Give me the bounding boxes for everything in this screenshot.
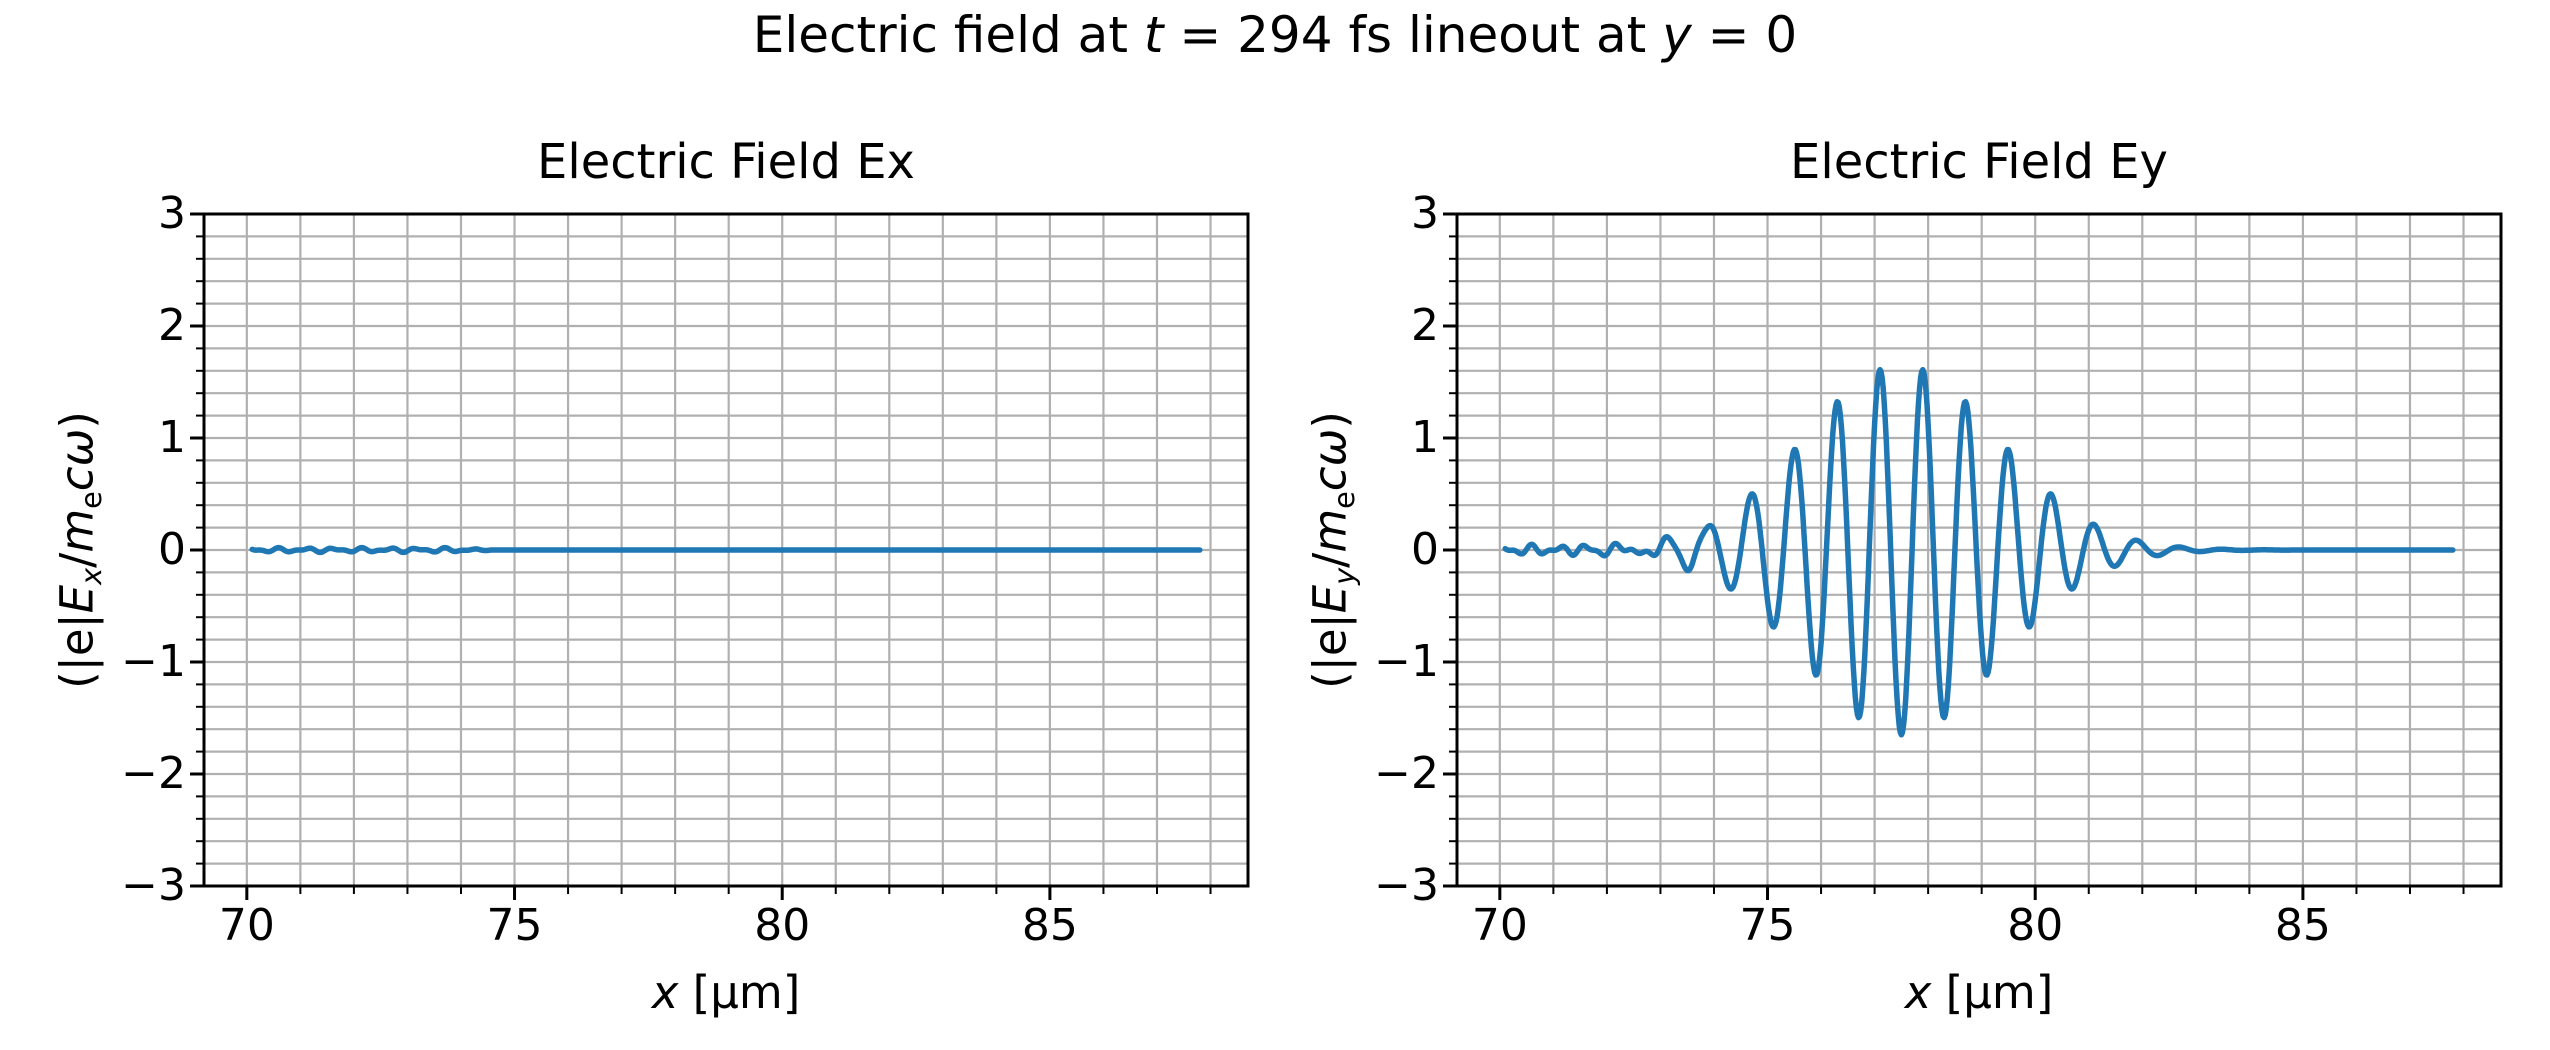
y-tick-label: 1: [158, 412, 186, 463]
text-fragment: ω: [1303, 428, 1357, 467]
x-tick-label: 70: [1471, 900, 1528, 951]
y-tick-label: 0: [1411, 524, 1439, 575]
subplot-ey: Electric Field Ey 70 75 80 85 3 2 1 0 −1 −2 −3 x [μ…: [1303, 136, 2503, 1017]
text-fragment: y: [1662, 6, 1692, 64]
text-fragment: /: [50, 552, 104, 568]
y-tick-label: −1: [121, 636, 186, 687]
text-fragment: x: [651, 966, 679, 1019]
y-tick-label: −2: [121, 748, 186, 799]
text-fragment: t: [1143, 6, 1164, 64]
text-fragment: ): [1303, 411, 1357, 429]
subplot-ex: Electric Field Ex 70 75 80 85 3 2 1 0 −1 −2 −3 x [μ…: [50, 136, 1250, 1017]
text-fragment: E: [50, 584, 104, 614]
y-tick-label: 3: [158, 188, 186, 239]
y-tick-label: 2: [1411, 300, 1439, 351]
y-tick-label: 1: [1411, 412, 1439, 463]
x-axis-label-ey: x [μm]: [1457, 968, 2501, 1018]
ticks-ex: [190, 212, 1212, 900]
text-fragment: m: [1303, 508, 1357, 553]
plot-title-ey: Electric Field Ey: [1790, 134, 2168, 190]
text-fragment: (|e|: [50, 613, 104, 689]
x-tick-label: 75: [1739, 900, 1796, 951]
text-fragment: e: [73, 491, 108, 509]
x-axis-label-ex: x [μm]: [204, 968, 1248, 1018]
y-tick-label: −1: [1374, 636, 1439, 687]
y-tick-label: 3: [1411, 188, 1439, 239]
ex-line: [249, 544, 1203, 556]
plot-area-ey: [1443, 212, 2503, 900]
plot-area-ex: [190, 212, 1250, 900]
text-fragment: ): [50, 411, 104, 429]
text-fragment: [μm]: [678, 966, 801, 1019]
y-tick-label: −3: [1374, 860, 1439, 911]
plot-title-ex: Electric Field Ex: [537, 134, 915, 190]
text-fragment: m: [50, 508, 104, 553]
text-fragment: /: [1303, 552, 1357, 568]
text-fragment: e: [1326, 491, 1361, 509]
x-tick-label: 85: [2274, 900, 2331, 951]
x-tick-label: 80: [754, 900, 811, 951]
x-tick-label: 70: [218, 900, 275, 951]
text-fragment: = 0: [1691, 6, 1798, 64]
text-fragment: [μm]: [1931, 966, 2054, 1019]
ey-line: [1502, 366, 2456, 738]
text-fragment: ω: [50, 428, 104, 467]
text-fragment: c: [50, 466, 104, 492]
x-tick-label: 75: [486, 900, 543, 951]
x-tick-label: 85: [1021, 900, 1078, 951]
figure-title: Electric field at t = 294 fs lineout at …: [0, 8, 2550, 63]
text-fragment: c: [1303, 466, 1357, 492]
y-tick-label: 0: [158, 524, 186, 575]
text-fragment: E: [1303, 584, 1357, 614]
text-fragment: Electric field at: [752, 6, 1144, 64]
y-tick-label: −2: [1374, 748, 1439, 799]
x-tick-label: 80: [2007, 900, 2064, 951]
text-fragment: (|e|: [1303, 613, 1357, 689]
y-tick-label: 2: [158, 300, 186, 351]
text-fragment: y: [1326, 567, 1361, 585]
text-fragment: = 294 fs lineout at: [1163, 6, 1663, 64]
text-fragment: x: [1904, 966, 1932, 1019]
text-fragment: x: [73, 567, 108, 585]
y-axis-label-ey: (|e|Ey/mecω): [1303, 411, 1361, 689]
y-axis-label-ex: (|e|Ex/mecω): [50, 411, 108, 689]
ticks-ey: [1443, 212, 2465, 900]
y-tick-label: −3: [121, 860, 186, 911]
